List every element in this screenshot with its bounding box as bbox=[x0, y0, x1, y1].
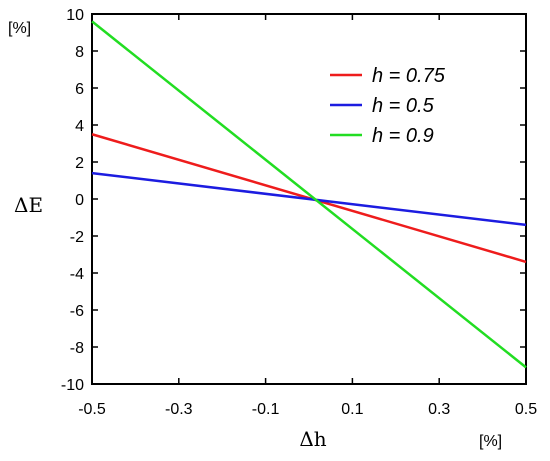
series-line bbox=[91, 171, 527, 227]
x-tick-label: -0.3 bbox=[165, 401, 193, 418]
y-axis-label: ΔE bbox=[14, 193, 43, 217]
x-tick-label: 0.3 bbox=[428, 401, 450, 418]
x-tick-label: 0.1 bbox=[341, 401, 363, 418]
legend: h = 0.75 h = 0.5 h = 0.9 bbox=[330, 65, 446, 147]
y-axis-ticks: 10 8 6 4 2 0 -2 -4 -6 -8 -10 bbox=[61, 7, 526, 394]
y-unit-label: [%] bbox=[8, 20, 31, 37]
y-tick-label: -8 bbox=[70, 340, 84, 357]
y-tick-label: 0 bbox=[75, 192, 84, 209]
y-tick-label: -6 bbox=[70, 303, 84, 320]
legend-label: h = 0.9 bbox=[372, 125, 434, 147]
y-tick-label: 6 bbox=[75, 81, 84, 98]
y-tick-label: -10 bbox=[61, 377, 84, 394]
y-tick-label: -2 bbox=[70, 229, 84, 246]
x-axis-label: Δh bbox=[299, 427, 326, 451]
y-tick-label: -4 bbox=[70, 266, 84, 283]
y-tick-label: 10 bbox=[66, 7, 84, 24]
x-tick-label: -0.5 bbox=[78, 401, 106, 418]
legend-label: h = 0.75 bbox=[372, 65, 446, 87]
x-unit-label: [%] bbox=[479, 433, 502, 450]
x-tick-label: -0.1 bbox=[252, 401, 280, 418]
legend-label: h = 0.5 bbox=[372, 95, 435, 117]
y-tick-label: 4 bbox=[75, 118, 84, 135]
series-line bbox=[91, 20, 527, 369]
y-tick-label: 8 bbox=[75, 44, 84, 61]
x-axis-ticks: -0.5 -0.3 -0.1 0.1 0.3 0.5 bbox=[78, 14, 537, 418]
series-lines bbox=[91, 20, 527, 369]
x-tick-label: 0.5 bbox=[515, 401, 537, 418]
y-tick-label: 2 bbox=[75, 155, 84, 172]
